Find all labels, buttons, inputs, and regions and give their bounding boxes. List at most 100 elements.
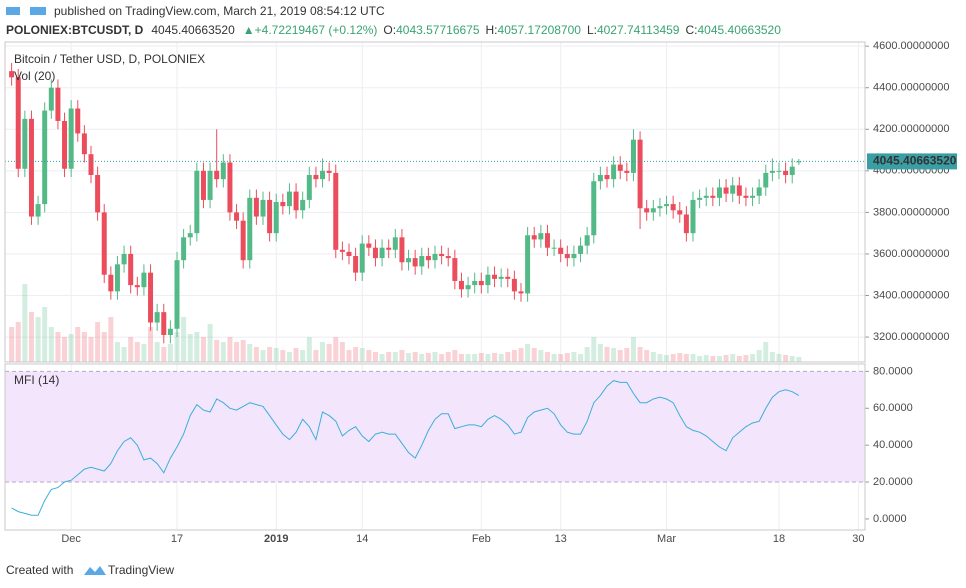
candle-body	[525, 235, 531, 294]
candle-body	[670, 204, 676, 211]
candle-body	[273, 202, 279, 234]
footer-brand[interactable]: TradingView	[108, 563, 174, 577]
volume-bar	[167, 344, 173, 362]
candle-body	[253, 197, 259, 217]
volume-bar	[286, 352, 292, 362]
volume-bar	[406, 353, 412, 362]
volume-bar	[783, 355, 789, 362]
candle-body	[538, 233, 544, 240]
candle-body	[664, 204, 670, 207]
volume-bar	[716, 356, 722, 362]
candle-body	[306, 174, 312, 200]
candle-body	[148, 272, 154, 323]
candle-body	[650, 208, 656, 213]
candle-body	[710, 195, 716, 198]
arrow: ▲	[243, 23, 255, 37]
volume-bar	[703, 355, 709, 362]
candle-body	[591, 181, 597, 236]
candle-body	[412, 258, 418, 267]
candle-body	[68, 108, 74, 169]
candle-body	[339, 249, 345, 252]
volume-bar	[108, 317, 114, 362]
x-tick-label: Feb	[472, 533, 491, 545]
symbol: POLONIEX:BTCUSDT, D	[6, 23, 144, 37]
candle-body	[9, 71, 15, 78]
volume-bar	[657, 354, 663, 362]
volume-bar	[267, 347, 273, 362]
volume-bar	[62, 337, 68, 362]
volume-bar	[227, 337, 233, 362]
candle-body	[551, 247, 557, 249]
candle-body	[95, 174, 101, 213]
candle-body	[280, 202, 286, 207]
candle-body	[386, 247, 392, 250]
candle-body	[247, 197, 253, 261]
candle-body	[419, 256, 425, 267]
volume-bar	[372, 352, 378, 362]
candle-body	[286, 191, 292, 207]
volume-bar	[353, 347, 359, 362]
candle-body	[657, 206, 663, 209]
volume-bar	[650, 352, 656, 362]
volume-bar	[300, 350, 306, 362]
candle-body	[617, 164, 623, 171]
y-tick-label: 4200.00000000	[873, 123, 949, 135]
x-tick-label: 17	[171, 533, 183, 545]
volume-bar	[141, 344, 147, 362]
candle-body	[174, 260, 180, 329]
candle-body	[121, 253, 127, 265]
volume-bar	[439, 354, 445, 362]
volume-bar	[412, 352, 418, 362]
volume-bar	[664, 355, 670, 362]
volume-bar	[558, 354, 564, 362]
volume-bar	[154, 342, 160, 362]
volume-bar	[419, 354, 425, 362]
volume-bar	[293, 348, 299, 362]
volume-bar	[187, 334, 193, 362]
candle-body	[399, 237, 405, 263]
candle-body	[730, 185, 736, 194]
volume-bar	[584, 347, 590, 362]
candle-body	[300, 199, 306, 211]
mfi-pane	[4, 363, 866, 531]
candle-body	[372, 247, 378, 259]
candle-body	[55, 87, 61, 121]
candle-body	[128, 253, 134, 286]
volume-bar	[637, 347, 643, 362]
candle-body	[518, 291, 524, 294]
volume-bar	[617, 350, 623, 362]
logo-mark	[30, 7, 46, 15]
volume-bar	[551, 354, 557, 362]
candle-body	[108, 274, 114, 292]
volume-bar	[81, 332, 87, 362]
volume-bar	[478, 353, 484, 362]
volume-bar	[445, 352, 451, 362]
volume-bar	[769, 352, 775, 362]
volume-bar	[200, 337, 206, 362]
volume-bar	[253, 347, 259, 362]
volume-bar	[88, 337, 94, 362]
candle-body	[776, 170, 782, 172]
plot-layer: Dec 17 2019 14 Feb 13 Mar 18 30 3200.00000000 3400…	[5, 40, 957, 545]
candle-body	[22, 118, 28, 169]
candle-body	[498, 276, 504, 279]
volume-bar	[604, 347, 610, 362]
c-label: C:	[685, 23, 697, 37]
candle-body	[81, 133, 87, 155]
candle-body	[88, 154, 94, 175]
volume-bar	[15, 322, 21, 362]
volume-bar	[750, 354, 756, 362]
volume-bar	[578, 354, 584, 362]
candle-body	[677, 210, 683, 215]
candle-body	[320, 170, 326, 180]
volume-bar	[611, 348, 617, 362]
candle-body	[15, 77, 21, 169]
volume-bar	[518, 348, 524, 362]
x-tick-label: 18	[773, 533, 785, 545]
volume-bar	[670, 354, 676, 362]
footer-created: Created with	[6, 563, 73, 577]
volume-bar	[346, 350, 352, 362]
candle-body	[683, 214, 689, 234]
volume-bar	[260, 350, 266, 362]
